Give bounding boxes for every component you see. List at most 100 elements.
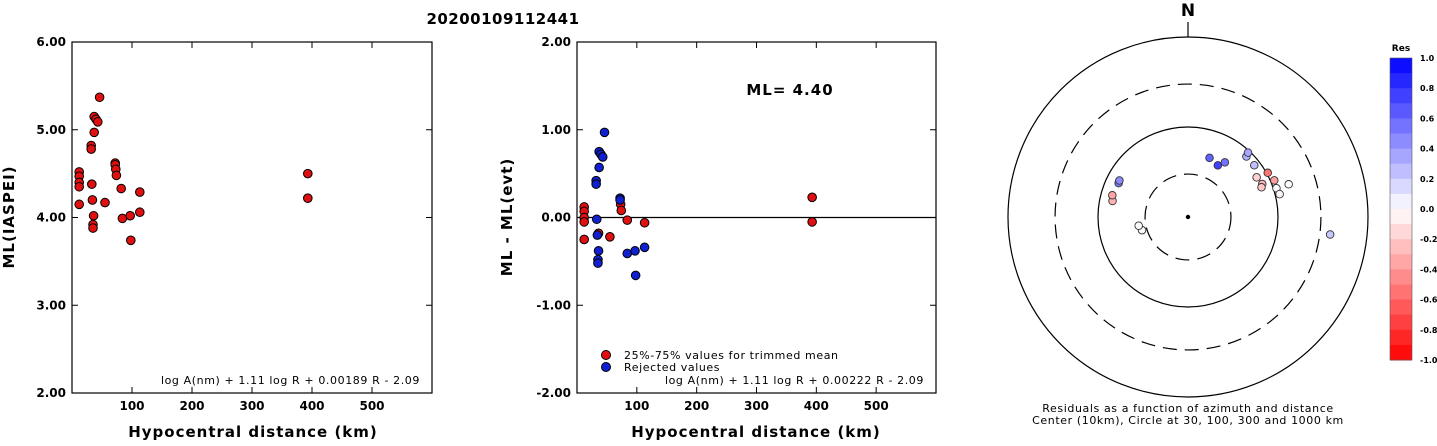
colorbar-cell [1390, 73, 1412, 89]
plot2-points [579, 127, 817, 281]
plot1-points [74, 92, 313, 246]
data-point [630, 246, 640, 256]
station-point [1220, 158, 1230, 167]
data-point [111, 170, 122, 181]
plot1-xtick-label: 100 [119, 399, 144, 413]
plot1-xtick-label: 300 [239, 399, 264, 413]
colorbar-tick-label: -0.4 [1420, 265, 1437, 274]
data-point [594, 162, 604, 173]
colorbar-cell [1390, 178, 1412, 195]
station-point [1134, 221, 1143, 230]
plot2-ytick-label: 2.00 [541, 35, 571, 49]
plot1-xtick-label: 500 [359, 399, 384, 413]
magnitude-vs-distance-plot: 100 200 300 400 500 2.00 3.00 4.00 5.00 6.00 Hypo… [0, 35, 433, 441]
data-point [591, 214, 602, 225]
data-point [86, 144, 96, 154]
station-point [1250, 160, 1259, 170]
data-point [135, 207, 145, 218]
station-point [1257, 183, 1266, 192]
data-point [605, 232, 615, 242]
data-point [126, 235, 136, 246]
plot2-ytick-label: 1.00 [541, 123, 571, 137]
colorbar-cell [1390, 148, 1412, 165]
colorbar-cell [1390, 118, 1412, 134]
azimuth-residual-plot: N Residuals as a function of azimuth and… [1007, 1, 1369, 427]
data-point [615, 195, 625, 205]
data-point [89, 127, 99, 138]
plot2-ylabel: ML - ML(evt) [498, 158, 516, 276]
figure-title: 20200109112441 [426, 10, 579, 28]
colorbar-cell [1390, 239, 1412, 255]
colorbar-cell [1390, 58, 1412, 74]
plot1-ytick-label: 6.00 [36, 35, 66, 49]
data-point [579, 234, 589, 245]
data-point [125, 210, 135, 221]
data-point [639, 242, 650, 253]
distance-circles [1007, 36, 1369, 398]
data-point [591, 179, 601, 189]
plot1-ytick-label: 5.00 [36, 123, 66, 137]
colorbar-tick-label: 0.8 [1420, 84, 1435, 93]
data-point [88, 223, 98, 233]
colorbar-cell [1390, 209, 1412, 225]
colorbar-cell [1390, 254, 1412, 270]
station-point [1284, 180, 1293, 189]
colorbar-cell [1390, 299, 1412, 316]
data-point [592, 230, 603, 240]
plot1-ytick-label: 3.00 [36, 298, 66, 312]
data-point [807, 217, 817, 227]
station-point [1243, 148, 1253, 157]
plot2-xtick-label: 400 [804, 399, 829, 413]
plot1-formula: log A(nm) + 1.11 log R + 0.00189 R - 2.0… [161, 374, 420, 387]
colorbar-cell [1390, 329, 1412, 346]
legend-label-rejected: Rejected values [624, 361, 720, 374]
data-point [87, 179, 97, 189]
data-point [88, 210, 99, 221]
station-point [1270, 176, 1279, 185]
colorbar-frame [1389, 57, 1413, 361]
plot2-xtick-label: 300 [744, 399, 769, 413]
plot2-ytick-label: -1.00 [536, 298, 571, 312]
colorbar-cell [1390, 103, 1412, 119]
station-point [1205, 153, 1214, 163]
distance-circle [1007, 36, 1369, 398]
data-point [100, 197, 110, 208]
plot1-ylabel: ML(IASPEI) [0, 165, 18, 268]
data-point [599, 127, 610, 138]
legend-marker-trimmed [601, 350, 611, 360]
plot2-xlabel: Hypocentral distance (km) [631, 423, 881, 441]
colorbar-tick-label: -1.0 [1420, 356, 1437, 365]
colorbar-cell [1390, 88, 1412, 104]
data-point [117, 213, 128, 224]
epicenter-marker [1185, 214, 1191, 220]
polar-caption-line2: Center (10km), Circle at 30, 100, 300 an… [1032, 414, 1344, 427]
data-point [74, 181, 84, 192]
plot2-ytick-label: -2.00 [536, 386, 571, 400]
colorbar-tick-label: -0.2 [1420, 235, 1437, 244]
colorbar-tick-label: 0.2 [1420, 175, 1434, 184]
data-point [94, 92, 105, 103]
legend-label-trimmed: 25%-75% values for trimmed mean [624, 349, 839, 362]
residual-vs-distance-plot: 100 200 300 400 500 -2.00 -1.00 0.00 1.00 2.00 Hy… [498, 35, 937, 441]
data-point [593, 246, 604, 256]
data-point [616, 205, 627, 216]
data-point [579, 217, 589, 227]
plot1-xtick-label: 200 [179, 399, 204, 413]
colorbar-tick-label: 1.0 [1420, 54, 1435, 63]
plot1-ytick-label: 4.00 [36, 211, 66, 225]
colorbar-cell [1390, 269, 1412, 285]
data-point [630, 270, 641, 281]
colorbar-ticks: 1.0 0.8 0.6 0.4 0.2 0.0 -0.2 -0.4 -0.6 -0.8 -1.0 [1420, 54, 1437, 365]
data-point [303, 168, 313, 179]
colorbar-cell [1390, 284, 1412, 301]
data-point [593, 258, 603, 268]
station-point [1325, 230, 1335, 239]
north-label: N [1181, 1, 1195, 21]
colorbar-cell [1390, 314, 1412, 331]
colorbar-cells [1390, 58, 1412, 361]
distance-circle [1144, 173, 1232, 261]
distance-circle [1054, 83, 1322, 351]
colorbar-tick-label: 0.0 [1420, 205, 1435, 214]
data-point [807, 192, 817, 203]
